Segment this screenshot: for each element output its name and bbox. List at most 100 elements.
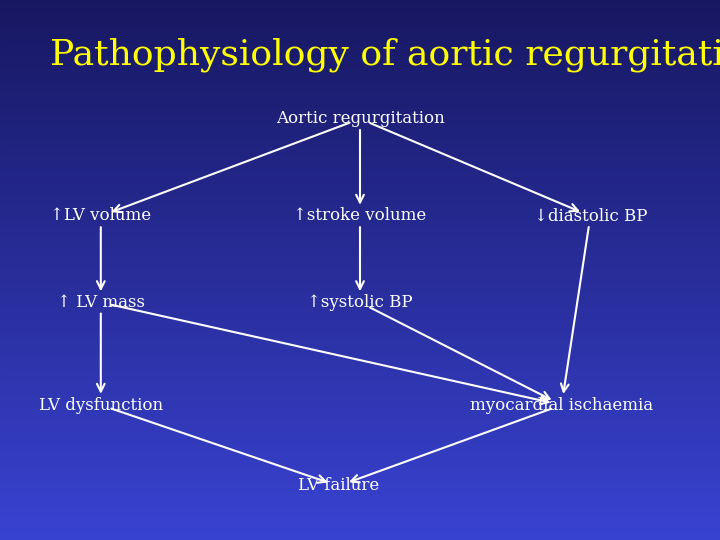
Bar [0,154,720,157]
Bar [0,240,720,243]
Bar [0,35,720,38]
Bar [0,208,720,211]
Bar [0,189,720,192]
Bar [0,205,720,208]
Bar [0,340,720,343]
Bar [0,332,720,335]
Bar [0,451,720,454]
Bar [0,289,720,292]
Bar [0,57,720,59]
Bar [0,394,720,397]
Bar [0,440,720,443]
Bar [0,459,720,462]
Bar [0,424,720,427]
Text: ↑stroke volume: ↑stroke volume [293,207,427,225]
Bar [0,462,720,464]
Bar [0,11,720,14]
Bar [0,467,720,470]
Bar [0,27,720,30]
Bar [0,51,720,54]
Bar [0,513,720,516]
Bar [0,292,720,294]
Bar [0,40,720,43]
Bar [0,265,720,267]
Bar [0,397,720,400]
Bar [0,364,720,367]
Text: myocardial ischaemia: myocardial ischaemia [470,396,653,414]
Bar [0,19,720,22]
Bar [0,273,720,275]
Bar [0,59,720,62]
Bar [0,300,720,302]
Bar [0,316,720,319]
Bar [0,68,720,70]
Bar [0,508,720,510]
Bar [0,321,720,324]
Bar [0,537,720,540]
Bar [0,146,720,148]
Bar [0,343,720,346]
Bar [0,221,720,224]
Bar [0,16,720,19]
Bar [0,192,720,194]
Bar [0,410,720,413]
Bar [0,84,720,86]
Bar [0,505,720,508]
Bar [0,454,720,456]
Bar [0,456,720,459]
Bar [0,400,720,402]
Bar [0,97,720,100]
Bar [0,138,720,140]
Bar [0,500,720,502]
Text: ↑LV volume: ↑LV volume [50,207,151,225]
Bar [0,402,720,405]
Bar [0,297,720,300]
Bar [0,446,720,448]
Bar [0,8,720,11]
Bar [0,535,720,537]
Bar [0,481,720,483]
Bar [0,213,720,216]
Bar [0,437,720,440]
Bar [0,3,720,5]
Bar [0,197,720,200]
Bar [0,92,720,94]
Text: ↓diastolic BP: ↓diastolic BP [534,207,647,225]
Bar [0,243,720,246]
Bar [0,381,720,383]
Bar [0,319,720,321]
Text: LV dysfunction: LV dysfunction [39,396,163,414]
Bar [0,76,720,78]
Bar [0,329,720,332]
Bar [0,532,720,535]
Bar [0,186,720,189]
Bar [0,475,720,478]
Bar [0,78,720,81]
Bar [0,165,720,167]
Bar [0,22,720,24]
Bar [0,122,720,124]
Bar [0,108,720,111]
Bar [0,148,720,151]
Bar [0,157,720,159]
Bar [0,176,720,178]
Bar [0,259,720,262]
Bar [0,235,720,238]
Bar [0,305,720,308]
Bar [0,362,720,364]
Bar [0,86,720,89]
Bar [0,70,720,73]
Bar [0,32,720,35]
Bar [0,491,720,494]
Bar [0,14,720,16]
Bar [0,49,720,51]
Bar [0,246,720,248]
Bar [0,73,720,76]
Bar [0,370,720,373]
Bar [0,389,720,392]
Bar [0,270,720,273]
Bar [0,510,720,513]
Bar [0,89,720,92]
Bar [0,416,720,418]
Bar [0,367,720,370]
